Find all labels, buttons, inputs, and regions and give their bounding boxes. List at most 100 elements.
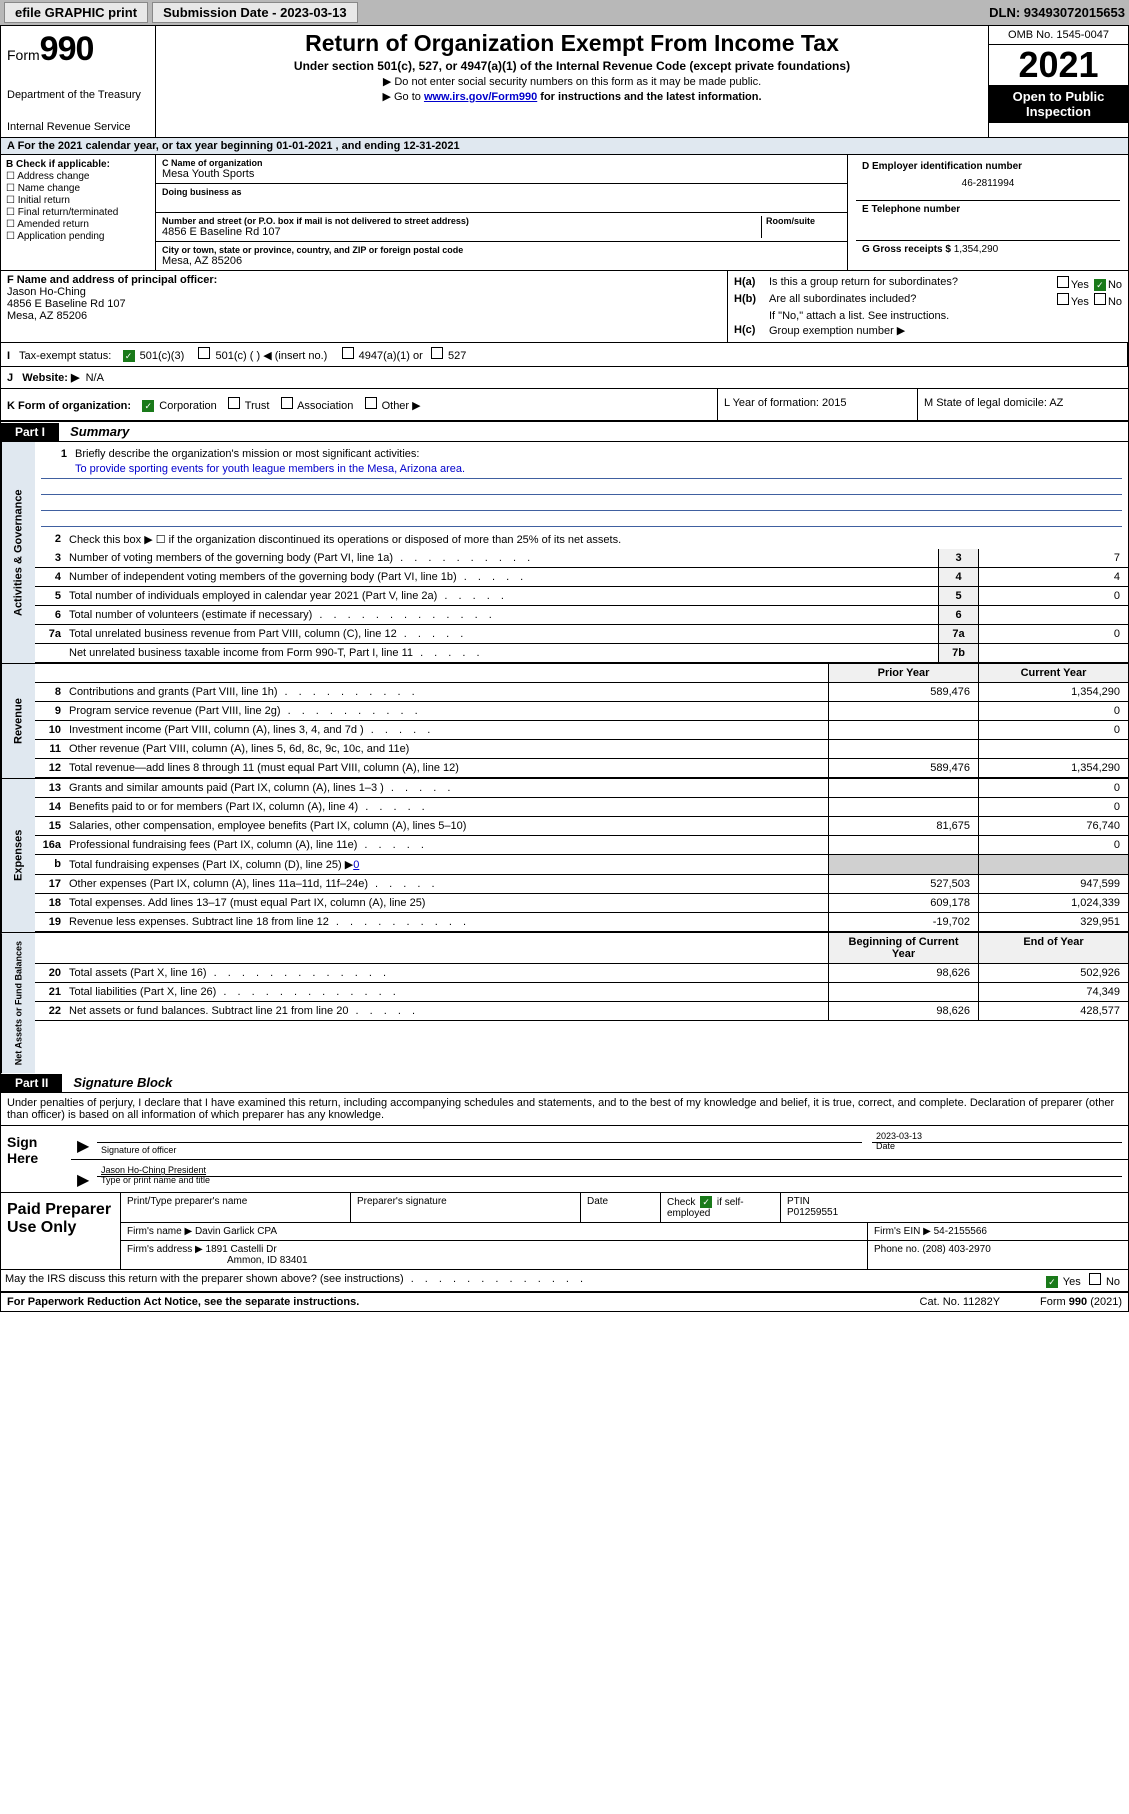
paid-preparer-label: Paid Preparer Use Only bbox=[1, 1193, 121, 1269]
line-1: Briefly describe the organization's miss… bbox=[71, 445, 1122, 463]
p16a bbox=[828, 836, 978, 854]
line-18: Total expenses. Add lines 13–17 (must eq… bbox=[65, 894, 828, 912]
box-4: 4 bbox=[938, 568, 978, 586]
b-initial-return[interactable]: ☐ Initial return bbox=[6, 195, 150, 206]
line-4: Number of independent voting members of … bbox=[65, 568, 938, 586]
k-corp-checked[interactable] bbox=[142, 400, 154, 412]
i-527-txt: 527 bbox=[448, 350, 466, 362]
c10: 0 bbox=[978, 721, 1128, 739]
part-ii-title: Signature Block bbox=[65, 1073, 180, 1092]
line-15: Salaries, other compensation, employee b… bbox=[65, 817, 828, 835]
part-ii-badge: Part II bbox=[1, 1074, 62, 1092]
i-527[interactable] bbox=[431, 347, 443, 359]
line-11: Other revenue (Part VIII, column (A), li… bbox=[65, 740, 828, 758]
c22: 428,577 bbox=[978, 1002, 1128, 1020]
prep-date-col: Date bbox=[581, 1193, 661, 1222]
p18: 609,178 bbox=[828, 894, 978, 912]
p13 bbox=[828, 779, 978, 797]
b-address-change[interactable]: ☐ Address change bbox=[6, 171, 150, 182]
prep-check-col: Check if self-employed bbox=[661, 1193, 781, 1222]
line-16b: Total fundraising expenses (Part IX, col… bbox=[65, 855, 828, 874]
note-link: ▶ Go to www.irs.gov/Form990 for instruct… bbox=[164, 90, 980, 103]
section-bcd: B Check if applicable: ☐ Address change … bbox=[1, 155, 1128, 271]
hdr-prior-year: Prior Year bbox=[828, 664, 978, 682]
k-assoc[interactable] bbox=[281, 397, 293, 409]
b-final-return[interactable]: ☐ Final return/terminated bbox=[6, 207, 150, 218]
discuss-no[interactable] bbox=[1089, 1273, 1101, 1285]
c-name-label: C Name of organization bbox=[162, 158, 841, 168]
b-pending[interactable]: ☐ Application pending bbox=[6, 231, 150, 242]
sig-date-lbl: Date bbox=[876, 1141, 895, 1151]
revenue-section: Revenue Prior YearCurrent Year 8Contribu… bbox=[1, 663, 1128, 778]
firm-ein-row: Firm's EIN ▶ 54-2155566 bbox=[868, 1223, 1128, 1240]
b-name-change[interactable]: ☐ Name change bbox=[6, 183, 150, 194]
sig-name-val: Jason Ho-Ching President bbox=[101, 1165, 1118, 1175]
d-gross-label: G Gross receipts $ bbox=[862, 244, 951, 255]
p20: 98,626 bbox=[828, 964, 978, 982]
sig-officer-field[interactable]: Signature of officer bbox=[97, 1142, 862, 1157]
f-officer-addr2: Mesa, AZ 85206 bbox=[7, 310, 721, 322]
i-501c3-checked[interactable] bbox=[123, 350, 135, 362]
no-label: No bbox=[1108, 279, 1122, 291]
box-7a: 7a bbox=[938, 625, 978, 643]
line-20: Total assets (Part X, line 16) bbox=[65, 964, 828, 982]
discuss-yes-checked[interactable] bbox=[1046, 1276, 1058, 1288]
c-city: Mesa, AZ 85206 bbox=[162, 255, 841, 267]
line-10: Investment income (Part VIII, column (A)… bbox=[65, 721, 828, 739]
form-990: Form990 Department of the Treasury Inter… bbox=[0, 25, 1129, 1312]
k-trust-txt: Trust bbox=[245, 400, 270, 412]
c-city-label: City or town, state or province, country… bbox=[162, 245, 841, 255]
side-tab-net-assets: Net Assets or Fund Balances bbox=[1, 933, 35, 1073]
arrow-icon: ▶ bbox=[77, 1128, 97, 1157]
p21 bbox=[828, 983, 978, 1001]
expenses-section: Expenses 13Grants and similar amounts pa… bbox=[1, 778, 1128, 932]
box-5: 5 bbox=[938, 587, 978, 605]
k-other-txt: Other ▶ bbox=[382, 400, 421, 412]
hb-no[interactable] bbox=[1094, 293, 1106, 305]
part-ii-header: Part II Signature Block bbox=[1, 1073, 1128, 1093]
p19: -19,702 bbox=[828, 913, 978, 931]
b-header: B Check if applicable: bbox=[6, 159, 150, 170]
discuss-yes: Yes bbox=[1063, 1276, 1081, 1288]
k-trust[interactable] bbox=[228, 397, 240, 409]
hb-label: H(b) bbox=[734, 293, 769, 308]
p8: 589,476 bbox=[828, 683, 978, 701]
line-7b: Net unrelated business taxable income fr… bbox=[65, 644, 938, 662]
hb-text: Are all subordinates included? bbox=[769, 293, 1022, 308]
sign-here-label: Sign Here bbox=[1, 1126, 71, 1192]
firm-name-row: Firm's name ▶ Davin Garlick CPA bbox=[121, 1223, 868, 1240]
p9 bbox=[828, 702, 978, 720]
prep-name-col: Print/Type preparer's name bbox=[121, 1193, 351, 1222]
sig-date-val: 2023-03-13 bbox=[876, 1131, 1118, 1141]
ha-no-checked[interactable] bbox=[1094, 279, 1106, 291]
b-amended[interactable]: ☐ Amended return bbox=[6, 219, 150, 230]
j-text: Website: ▶ bbox=[22, 372, 79, 384]
col-b-checkboxes: B Check if applicable: ☐ Address change … bbox=[1, 155, 156, 270]
efile-button[interactable]: efile GRAPHIC print bbox=[4, 2, 148, 23]
self-employed-checked[interactable] bbox=[700, 1196, 712, 1208]
i-4947[interactable] bbox=[342, 347, 354, 359]
line-22: Net assets or fund balances. Subtract li… bbox=[65, 1002, 828, 1020]
c19: 329,951 bbox=[978, 913, 1128, 931]
row-j: J Website: ▶ N/A bbox=[1, 367, 1128, 389]
activities-governance: Activities & Governance 1Briefly describ… bbox=[1, 442, 1128, 663]
firm-addr-row: Firm's address ▶ 1891 Castelli DrAmmon, … bbox=[121, 1241, 868, 1269]
dept-treasury: Department of the Treasury bbox=[7, 89, 149, 101]
c15: 76,740 bbox=[978, 817, 1128, 835]
hb-note: If "No," attach a list. See instructions… bbox=[769, 310, 1122, 322]
ptin-lbl: PTIN bbox=[787, 1196, 810, 1207]
k-other[interactable] bbox=[365, 397, 377, 409]
c-room-label: Room/suite bbox=[766, 216, 841, 226]
note2-pre: ▶ Go to bbox=[382, 91, 423, 103]
hc-text: Group exemption number ▶ bbox=[769, 324, 1122, 337]
irs-link[interactable]: www.irs.gov/Form990 bbox=[424, 91, 537, 103]
hdr-end-year: End of Year bbox=[978, 933, 1128, 963]
irs-label: Internal Revenue Service bbox=[7, 121, 149, 133]
ha-yes[interactable] bbox=[1057, 276, 1069, 288]
c20: 502,926 bbox=[978, 964, 1128, 982]
hb-yes[interactable] bbox=[1057, 293, 1069, 305]
line-8: Contributions and grants (Part VIII, lin… bbox=[65, 683, 828, 701]
c-dba-label: Doing business as bbox=[162, 187, 841, 197]
mission-blank-2 bbox=[41, 495, 1122, 511]
i-501c[interactable] bbox=[198, 347, 210, 359]
